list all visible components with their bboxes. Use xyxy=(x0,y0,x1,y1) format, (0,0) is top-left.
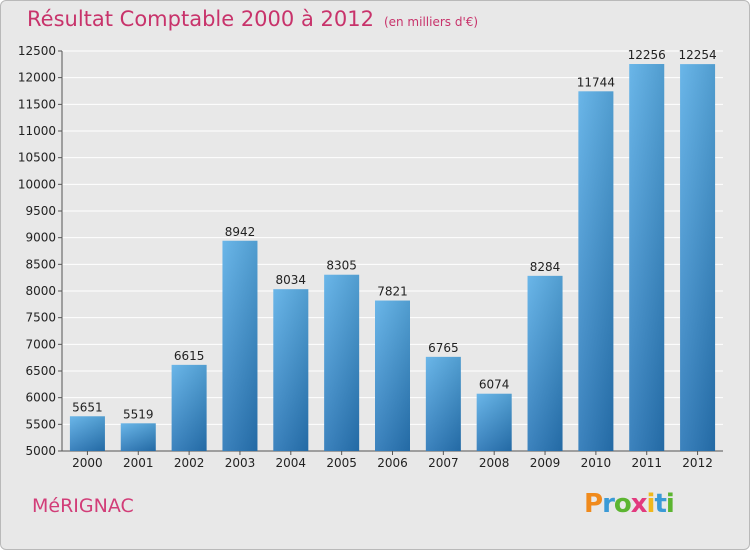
y-tick-label: 11000 xyxy=(18,124,56,138)
bar-shade xyxy=(222,240,258,451)
data-label: 12254 xyxy=(678,48,716,62)
data-label: 8942 xyxy=(225,225,256,239)
logo-letter: P xyxy=(584,489,603,519)
y-tick-label: 7500 xyxy=(25,311,56,325)
data-label: 8034 xyxy=(276,273,307,287)
y-tick-label: 5000 xyxy=(25,444,56,458)
bar-shade xyxy=(527,275,563,451)
bar-shade xyxy=(120,423,156,451)
city-name: MéRIGNAC xyxy=(32,495,134,517)
bar-shade xyxy=(425,356,461,451)
y-tick-label: 11500 xyxy=(18,97,56,111)
data-label: 5519 xyxy=(123,407,154,421)
chart-title: Résultat Comptable 2000 à 2012 (en millie… xyxy=(27,7,478,31)
y-tick-label: 10000 xyxy=(18,177,56,191)
y-tick-label: 8500 xyxy=(25,257,56,271)
y-axis-ticks: 5000 5500 6000 6500 7000 7500 8000 8500 9000 9500… xyxy=(18,44,62,458)
x-tick-label: 2000 xyxy=(72,456,103,470)
bar-shade xyxy=(69,416,105,451)
y-tick-label: 6500 xyxy=(25,364,56,378)
logo-letter: x xyxy=(630,489,648,519)
y-tick-label: 8000 xyxy=(25,284,56,298)
x-tick-label: 2005 xyxy=(326,456,357,470)
y-tick-label: 6000 xyxy=(25,391,56,405)
bar-shade xyxy=(476,393,512,451)
bar-shade xyxy=(273,289,309,451)
bar-shade xyxy=(375,300,410,451)
y-tick-label: 9000 xyxy=(25,231,56,245)
data-label: 6765 xyxy=(428,341,459,355)
x-tick-label: 2011 xyxy=(631,456,662,470)
logo-letter: t xyxy=(654,489,666,519)
logo-letter: o xyxy=(613,489,632,519)
x-tick-label: 2010 xyxy=(581,456,612,470)
data-label: 8305 xyxy=(326,259,357,273)
x-tick-label: 2003 xyxy=(225,456,256,470)
y-tick-label: 12000 xyxy=(18,71,56,85)
proxiti-logo[interactable]: Proxiti xyxy=(584,489,675,519)
data-label: 5651 xyxy=(72,400,103,414)
bar-shade xyxy=(680,64,716,451)
y-tick-label: 12500 xyxy=(18,44,56,58)
y-tick-label: 9500 xyxy=(25,204,56,218)
y-tick-label: 5500 xyxy=(25,417,56,431)
chart-title-text: Résultat Comptable 2000 à 2012 xyxy=(27,7,374,31)
data-label: 7821 xyxy=(377,285,408,299)
y-tick-label: 10500 xyxy=(18,151,56,165)
x-tick-label: 2001 xyxy=(123,456,154,470)
bar-shade xyxy=(171,364,207,451)
bars: 5651 5519 6615 8942 8034 8305 7821 6765 6074 8284… xyxy=(69,48,717,451)
x-axis-ticks: 2000 2001 2002 2003 2004 2005 2006 2007 2008 2009… xyxy=(72,451,713,470)
bar-shade xyxy=(324,274,360,451)
bar-shade xyxy=(578,91,614,451)
x-tick-label: 2008 xyxy=(479,456,510,470)
chart-subtitle: (en milliers d'€) xyxy=(383,15,479,29)
x-tick-label: 2004 xyxy=(276,456,307,470)
logo-letter: i xyxy=(646,489,656,519)
x-tick-label: 2012 xyxy=(682,456,713,470)
x-tick-label: 2002 xyxy=(174,456,205,470)
data-label: 12256 xyxy=(628,48,666,62)
bar-shade xyxy=(629,64,665,451)
x-tick-label: 2006 xyxy=(377,456,408,470)
logo-letter: r xyxy=(602,489,615,519)
data-label: 11744 xyxy=(577,75,615,89)
x-tick-label: 2007 xyxy=(428,456,459,470)
data-label: 6074 xyxy=(479,378,510,392)
data-label: 8284 xyxy=(530,260,561,274)
x-tick-label: 2009 xyxy=(530,456,561,470)
data-label: 6615 xyxy=(174,349,205,363)
y-tick-label: 7000 xyxy=(25,337,56,351)
logo-letter: i xyxy=(665,489,675,519)
